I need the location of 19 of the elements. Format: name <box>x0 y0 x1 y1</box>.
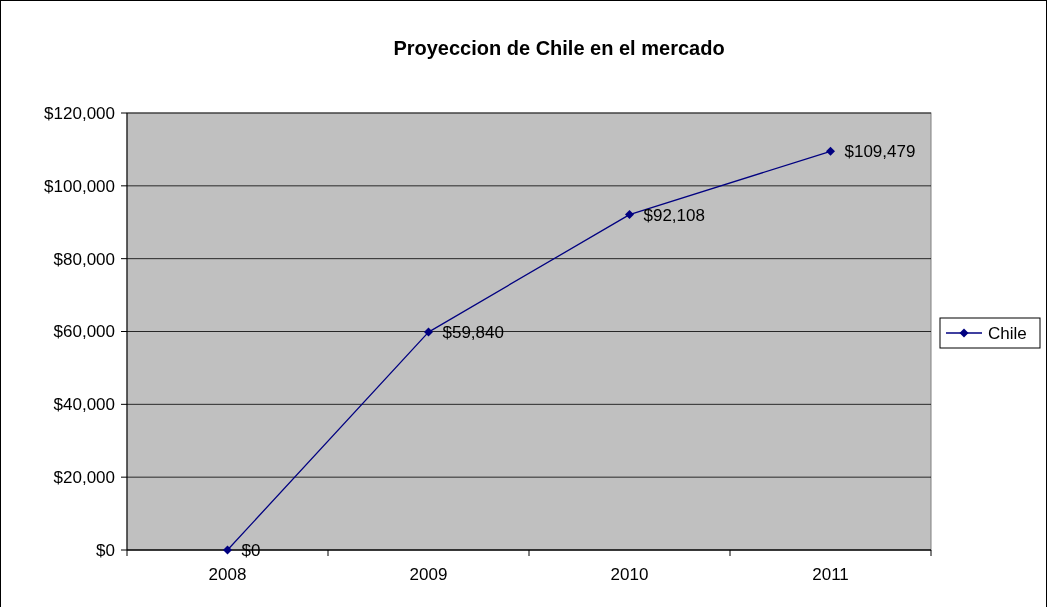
y-tick-label: $0 <box>96 540 115 560</box>
point <box>223 545 232 555</box>
data-label: $109,479 <box>844 142 916 162</box>
y-tick-label: $80,000 <box>53 249 115 269</box>
legend-label: Chile <box>988 323 1027 343</box>
x-tick-label: 2010 <box>610 565 649 584</box>
y-tick-label: $60,000 <box>53 322 115 342</box>
y-tick-label: $100,000 <box>44 176 115 196</box>
point <box>625 210 634 220</box>
y-tick-label: $120,000 <box>44 103 115 123</box>
y-tick-label: $40,000 <box>53 395 115 415</box>
x-tick-label: 2008 <box>208 565 247 584</box>
x-tick-label: 2011 <box>812 565 849 584</box>
chart-title: Proyeccion de Chile en el mercado <box>393 37 725 59</box>
y-tick-label: $20,000 <box>53 468 115 488</box>
x-tick-label: 2009 <box>409 565 448 584</box>
data-label: $92,108 <box>643 205 705 225</box>
point <box>424 327 433 337</box>
point <box>826 146 835 156</box>
